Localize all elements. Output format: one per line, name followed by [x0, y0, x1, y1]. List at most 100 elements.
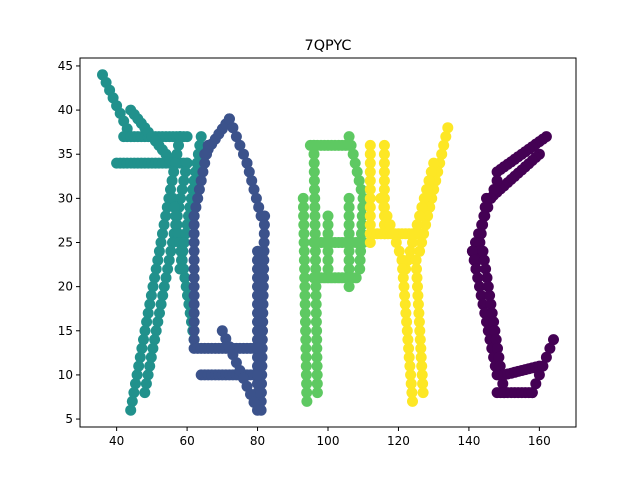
data-point — [176, 184, 188, 195]
data-point — [141, 316, 153, 328]
data-point — [309, 201, 321, 213]
data-point — [168, 166, 180, 178]
data-point — [403, 342, 415, 354]
data-point — [128, 387, 140, 399]
y-tick-label: 10 — [58, 368, 73, 382]
data-point — [125, 404, 137, 416]
data-point — [188, 228, 200, 240]
data-point — [171, 148, 183, 160]
data-point — [188, 219, 200, 231]
data-point — [417, 387, 429, 399]
data-point — [238, 148, 249, 160]
data-point — [399, 298, 411, 310]
data-point — [180, 166, 191, 178]
data-point — [300, 369, 312, 381]
series-2 — [297, 131, 369, 407]
data-point — [188, 210, 200, 222]
data-point — [378, 148, 390, 160]
data-point — [166, 175, 178, 187]
data-point — [343, 228, 355, 240]
data-point — [144, 298, 156, 310]
data-point — [310, 307, 322, 319]
data-point — [252, 325, 263, 337]
data-point — [308, 148, 320, 160]
data-point — [165, 184, 176, 195]
x-tick-label: 100 — [317, 434, 340, 448]
data-point — [252, 263, 263, 275]
data-point — [474, 237, 486, 248]
data-point — [364, 166, 376, 178]
data-point — [418, 192, 430, 204]
data-point — [311, 334, 323, 346]
data-point — [390, 237, 402, 248]
data-point — [412, 290, 424, 301]
data-point — [155, 237, 167, 248]
data-point — [300, 334, 312, 346]
data-point — [178, 237, 190, 248]
data-point — [299, 272, 311, 284]
data-point — [190, 201, 202, 213]
data-point — [138, 334, 149, 346]
x-tick-label: 60 — [179, 434, 194, 448]
data-point — [298, 245, 310, 257]
data-point — [174, 263, 186, 275]
x-tick-label: 140 — [457, 434, 480, 448]
x-tick-label: 160 — [528, 434, 551, 448]
data-point — [299, 290, 311, 301]
data-point — [375, 192, 387, 204]
data-point — [175, 192, 187, 204]
data-point — [411, 219, 423, 231]
data-point — [356, 219, 368, 231]
data-point — [297, 192, 309, 204]
data-point — [350, 272, 362, 284]
series-3 — [364, 122, 454, 407]
data-point — [160, 210, 172, 222]
data-point — [418, 228, 430, 240]
data-point — [134, 351, 146, 363]
data-point — [299, 281, 311, 293]
data-point — [351, 166, 363, 178]
data-point — [399, 290, 411, 301]
data-point — [478, 254, 490, 266]
data-point — [311, 342, 323, 354]
data-point — [258, 237, 270, 248]
data-point — [407, 237, 418, 248]
data-point — [191, 157, 203, 169]
data-point — [393, 245, 405, 257]
data-point — [309, 219, 321, 231]
data-point — [152, 316, 164, 328]
data-point — [422, 210, 434, 222]
data-point — [364, 237, 376, 248]
data-point — [252, 342, 263, 354]
data-point — [170, 210, 182, 222]
data-point — [252, 351, 263, 363]
data-point — [414, 325, 426, 337]
data-point — [252, 369, 263, 381]
data-point — [308, 166, 320, 178]
data-point — [195, 175, 207, 187]
data-point — [353, 175, 365, 187]
data-point — [416, 201, 428, 213]
data-point — [482, 281, 494, 293]
y-tick-label: 35 — [58, 147, 73, 161]
data-point — [384, 219, 396, 231]
data-point — [300, 360, 312, 372]
data-point — [414, 210, 426, 222]
y-tick-label: 45 — [58, 59, 73, 73]
data-point — [258, 219, 270, 231]
data-point — [421, 184, 433, 195]
data-point — [311, 387, 323, 399]
y-tick-label: 40 — [58, 103, 73, 117]
data-point — [322, 228, 334, 240]
data-point — [252, 290, 263, 301]
data-point — [411, 272, 423, 284]
data-point — [472, 272, 484, 284]
data-point — [300, 351, 312, 363]
data-point — [364, 201, 376, 213]
y-tick-label: 15 — [58, 324, 73, 338]
data-point — [442, 122, 454, 134]
data-point — [180, 228, 192, 240]
data-point — [140, 378, 152, 390]
data-point — [475, 228, 487, 240]
